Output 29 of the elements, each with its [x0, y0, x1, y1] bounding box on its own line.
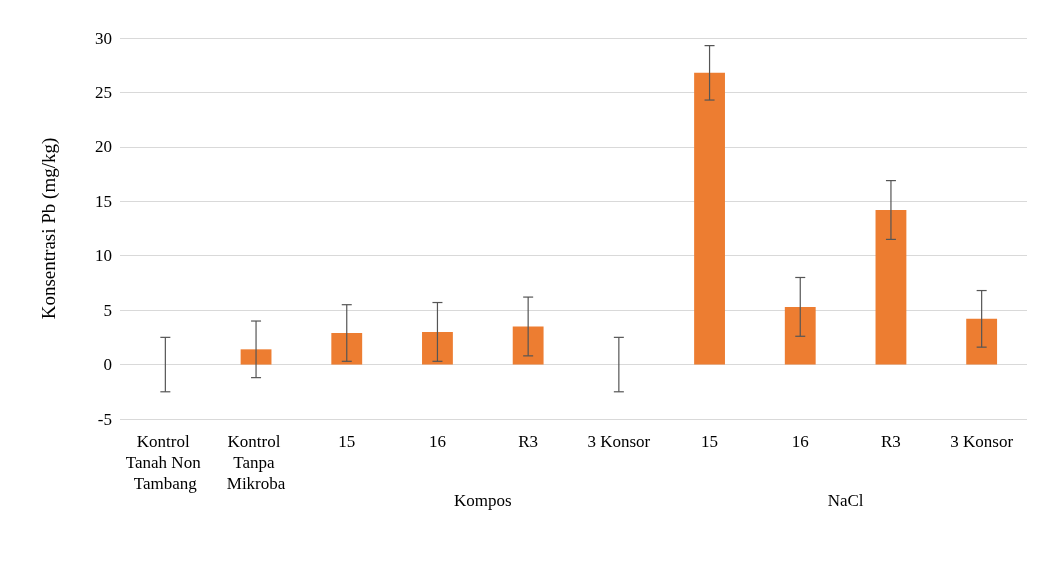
bar — [784, 306, 816, 365]
y-tick-label: 15 — [95, 191, 112, 211]
bar — [512, 326, 544, 365]
y-tick-label: 5 — [103, 300, 112, 320]
x-tick-label: 15 — [338, 432, 356, 451]
y-tick-label: 20 — [95, 137, 112, 157]
y-tick-label: 30 — [95, 28, 112, 48]
text: Kompos — [453, 490, 512, 510]
bar — [694, 72, 725, 365]
bar — [422, 331, 453, 365]
x-tick-label: 15 — [701, 432, 719, 451]
x-tick-label: 3 Konsor — [587, 432, 651, 451]
y-tick-label: 25 — [95, 82, 112, 102]
y-tick-label: 0 — [103, 355, 112, 375]
y-tick-label: -5 — [97, 409, 112, 429]
x-tick-label: 3 Konsor — [950, 432, 1014, 451]
bar — [331, 333, 363, 365]
bar — [966, 318, 998, 365]
x-tick-label: R3 — [881, 432, 901, 451]
x-tick-label: 16 — [791, 432, 809, 451]
text: NaCl — [827, 490, 864, 510]
x-tick-label: Kontrol Tanpa Mikroba — [226, 432, 286, 493]
x-tick-label: 16 — [428, 432, 446, 451]
y-axis-title: Konsentrasi Pb (mg/kg) — [38, 137, 60, 320]
x-tick-label: R3 — [518, 432, 539, 451]
y-tick-label: 10 — [95, 246, 112, 266]
bar — [875, 209, 907, 365]
x-tick-label: Kontrol Tanah Non Tambang — [125, 432, 205, 493]
bar — [240, 349, 272, 365]
